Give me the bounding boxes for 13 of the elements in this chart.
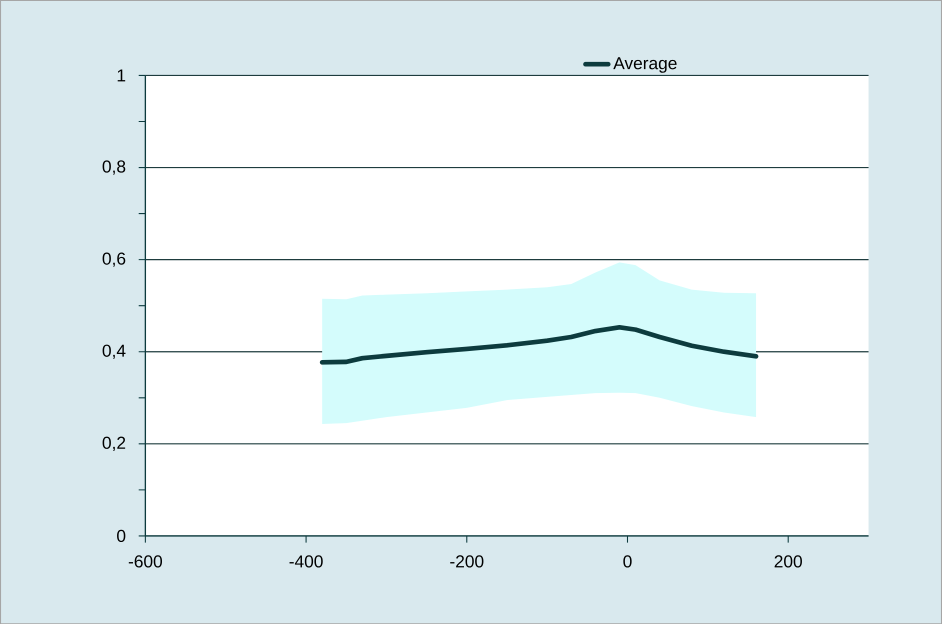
x-tick-label: 200 — [774, 555, 802, 568]
x-tick-label: 0 — [623, 555, 632, 568]
y-tick-label: 1 — [118, 69, 126, 82]
y-tick-label: 0,6 — [102, 252, 126, 267]
x-tick-label: -600 — [128, 555, 162, 568]
y-tick-label: 0,8 — [102, 160, 126, 175]
y-tick-label: 0,4 — [102, 344, 126, 359]
y-tick-label: 0,2 — [102, 436, 126, 451]
x-tick-label: -200 — [450, 555, 484, 568]
y-tick-label: 0 — [117, 530, 126, 542]
legend-label: Average — [613, 57, 677, 73]
line-series — [320, 324, 758, 364]
x-tick-label: -400 — [290, 555, 323, 568]
